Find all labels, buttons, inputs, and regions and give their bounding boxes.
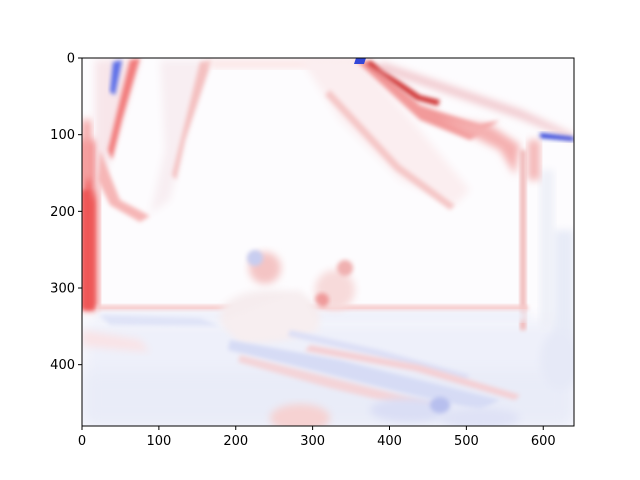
y-tick-label: 300	[50, 282, 75, 297]
x-tick-label: 100	[146, 434, 171, 449]
x-tick-label: 300	[300, 434, 325, 449]
y-tick-label: 0	[67, 52, 75, 67]
x-tick-label: 0	[78, 434, 86, 449]
x-tick-label: 600	[531, 434, 556, 449]
y-axis: 0 100 200 300 400	[50, 52, 82, 373]
y-tick-label: 400	[50, 358, 75, 373]
heatmap-image	[82, 58, 574, 426]
y-tick-label: 100	[50, 128, 75, 143]
plot-frame	[81, 57, 575, 427]
x-tick-label: 200	[223, 434, 248, 449]
x-tick-label: 400	[377, 434, 402, 449]
y-tick-label: 200	[50, 205, 75, 220]
x-tick-label: 500	[454, 434, 479, 449]
x-axis: 0 100 200 300 400 500 600	[78, 426, 556, 449]
